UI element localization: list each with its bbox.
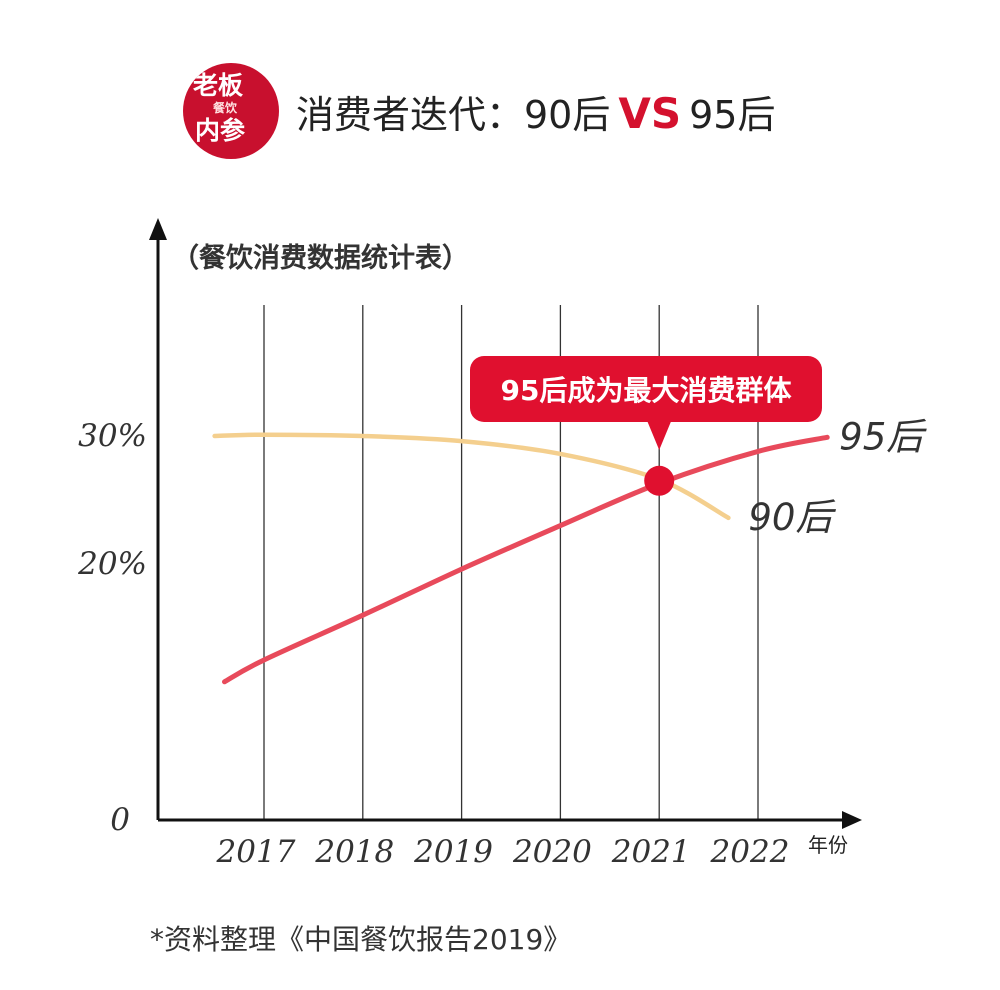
x-tick-label: 2022 [710,834,790,870]
x-tick-label: 2021 [611,834,691,870]
chart-title: （餐饮消费数据统计表） [172,242,469,274]
logo: 老板 餐饮 内参 [183,63,279,159]
crossover-marker [644,465,675,496]
series-label-95: 95后 [839,415,927,458]
x-tick-label: 2018 [314,834,394,870]
logo-text-mid: 餐饮 [213,101,238,115]
series-label-90: 90后 [748,496,836,539]
logo-seal: 老板 餐饮 内参 [183,63,279,159]
title-left: 消费者迭代：90后 [296,93,611,137]
y-axis-arrow [149,218,167,240]
page-title: 消费者迭代：90后 VS 95后 [296,84,775,139]
logo-text-top: 老板 [193,71,244,100]
annotation-text: 95后成为最大消费群体 [501,374,793,407]
y-tick-label: 0 [110,802,130,838]
series-line-95 [222,434,830,685]
x-tick-label: 2017 [216,834,296,870]
annotation-callout [470,356,822,422]
y-tick-label: 30% [78,418,147,454]
callout-pointer [647,421,672,450]
x-tick-label: 2019 [413,834,493,870]
x-axis-arrow [842,811,862,829]
logo-text-bottom: 内参 [195,116,246,145]
x-axis-label: 年份 [808,833,848,857]
title-right: 95后 [689,93,776,137]
y-tick-label: 20% [77,546,147,582]
x-tick-label: 2020 [512,834,592,870]
source-footnote: *资料整理《中国餐饮报告2019》 [150,923,572,956]
title-vs: VS [618,89,682,138]
